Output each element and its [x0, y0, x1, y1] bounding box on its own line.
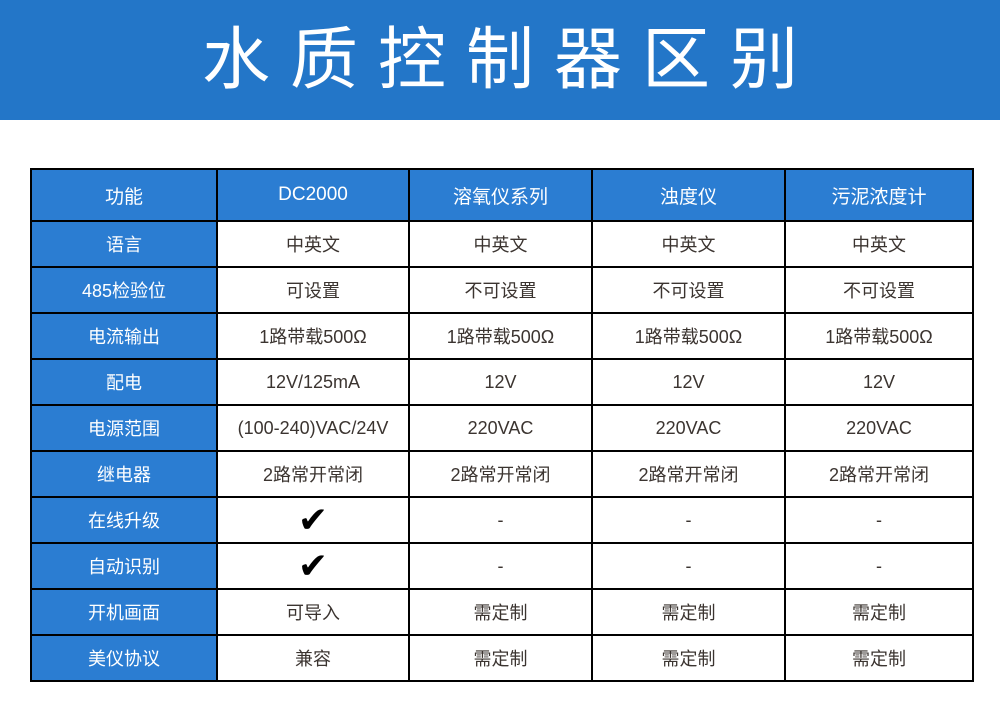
table-cell: 可设置 [216, 266, 410, 314]
table-cell: 不可设置 [784, 266, 974, 314]
table-cell: 中英文 [784, 220, 974, 268]
table-cell: 中英文 [591, 220, 786, 268]
table-cell: 可导入 [216, 588, 410, 636]
table-row: 配电 12V/125mA 12V 12V 12V [30, 358, 974, 406]
table-row: 自动识别 ✔ - - - [30, 542, 974, 590]
table-cell: 2路常开常闭 [408, 450, 593, 498]
page-title: 水质控制器区别 [201, 22, 818, 98]
table-cell: 2路常开常闭 [216, 450, 410, 498]
table-cell: 需定制 [784, 634, 974, 682]
table-cell: 不可设置 [408, 266, 593, 314]
table-cell: 需定制 [591, 634, 786, 682]
table-cell: - [591, 496, 786, 544]
table-cell: 12V [408, 358, 593, 406]
check-mark-icon: ✔ [216, 542, 410, 590]
row-label: 开机画面 [30, 588, 218, 636]
table-row: 语言 中英文 中英文 中英文 中英文 [30, 220, 974, 268]
row-label: 自动识别 [30, 542, 218, 590]
column-header: DC2000 [216, 168, 410, 222]
table-row: 电源范围 (100-240)VAC/24V 220VAC 220VAC 220VAC [30, 404, 974, 452]
row-label: 电源范围 [30, 404, 218, 452]
table-row: 485检验位 可设置 不可设置 不可设置 不可设置 [30, 266, 974, 314]
table-cell: 220VAC [784, 404, 974, 452]
comparison-table-container: 功能 DC2000 溶氧仪系列 浊度仪 污泥浓度计 语言 中英文 中英文 中英文 中英文 485检… [30, 168, 1000, 682]
title-banner: 水质控制器区别 [0, 0, 1000, 120]
column-header: 污泥浓度计 [784, 168, 974, 222]
row-label: 485检验位 [30, 266, 218, 314]
table-row: 开机画面 可导入 需定制 需定制 需定制 [30, 588, 974, 636]
table-cell: 12V/125mA [216, 358, 410, 406]
column-header: 浊度仪 [591, 168, 786, 222]
table-cell: - [784, 496, 974, 544]
row-label: 配电 [30, 358, 218, 406]
row-label: 美仪协议 [30, 634, 218, 682]
table-cell: 2路常开常闭 [784, 450, 974, 498]
column-header: 溶氧仪系列 [408, 168, 593, 222]
table-cell: 1路带载500Ω [591, 312, 786, 360]
table-row: 继电器 2路常开常闭 2路常开常闭 2路常开常闭 2路常开常闭 [30, 450, 974, 498]
table-cell: 中英文 [216, 220, 410, 268]
row-label: 语言 [30, 220, 218, 268]
row-label: 继电器 [30, 450, 218, 498]
table-cell: 需定制 [408, 588, 593, 636]
check-mark-icon: ✔ [216, 496, 410, 544]
row-label: 电流输出 [30, 312, 218, 360]
table-cell: - [591, 542, 786, 590]
table-cell: 12V [784, 358, 974, 406]
comparison-table: 功能 DC2000 溶氧仪系列 浊度仪 污泥浓度计 语言 中英文 中英文 中英文 中英文 485检… [30, 168, 974, 682]
table-row: 在线升级 ✔ - - - [30, 496, 974, 544]
table-cell: 需定制 [784, 588, 974, 636]
table-row: 美仪协议 兼容 需定制 需定制 需定制 [30, 634, 974, 682]
column-header: 功能 [30, 168, 218, 222]
table-cell: 需定制 [591, 588, 786, 636]
table-row: 电流输出 1路带载500Ω 1路带载500Ω 1路带载500Ω 1路带载500Ω [30, 312, 974, 360]
table-cell: 不可设置 [591, 266, 786, 314]
table-cell: 兼容 [216, 634, 410, 682]
table-body: 语言 中英文 中英文 中英文 中英文 485检验位 可设置 不可设置 不可设置 不可设置 电流输出 1… [30, 220, 974, 682]
table-cell: 需定制 [408, 634, 593, 682]
table-cell: 220VAC [591, 404, 786, 452]
table-cell: 1路带载500Ω [408, 312, 593, 360]
header-row: 功能 DC2000 溶氧仪系列 浊度仪 污泥浓度计 [30, 168, 974, 222]
row-label: 在线升级 [30, 496, 218, 544]
table-cell: - [408, 496, 593, 544]
table-cell: - [784, 542, 974, 590]
table-cell: 中英文 [408, 220, 593, 268]
table-cell: 1路带载500Ω [784, 312, 974, 360]
table-cell: 12V [591, 358, 786, 406]
table-cell: 2路常开常闭 [591, 450, 786, 498]
table-cell: 220VAC [408, 404, 593, 452]
table-cell: - [408, 542, 593, 590]
table-cell: 1路带载500Ω [216, 312, 410, 360]
table-cell: (100-240)VAC/24V [216, 404, 410, 452]
